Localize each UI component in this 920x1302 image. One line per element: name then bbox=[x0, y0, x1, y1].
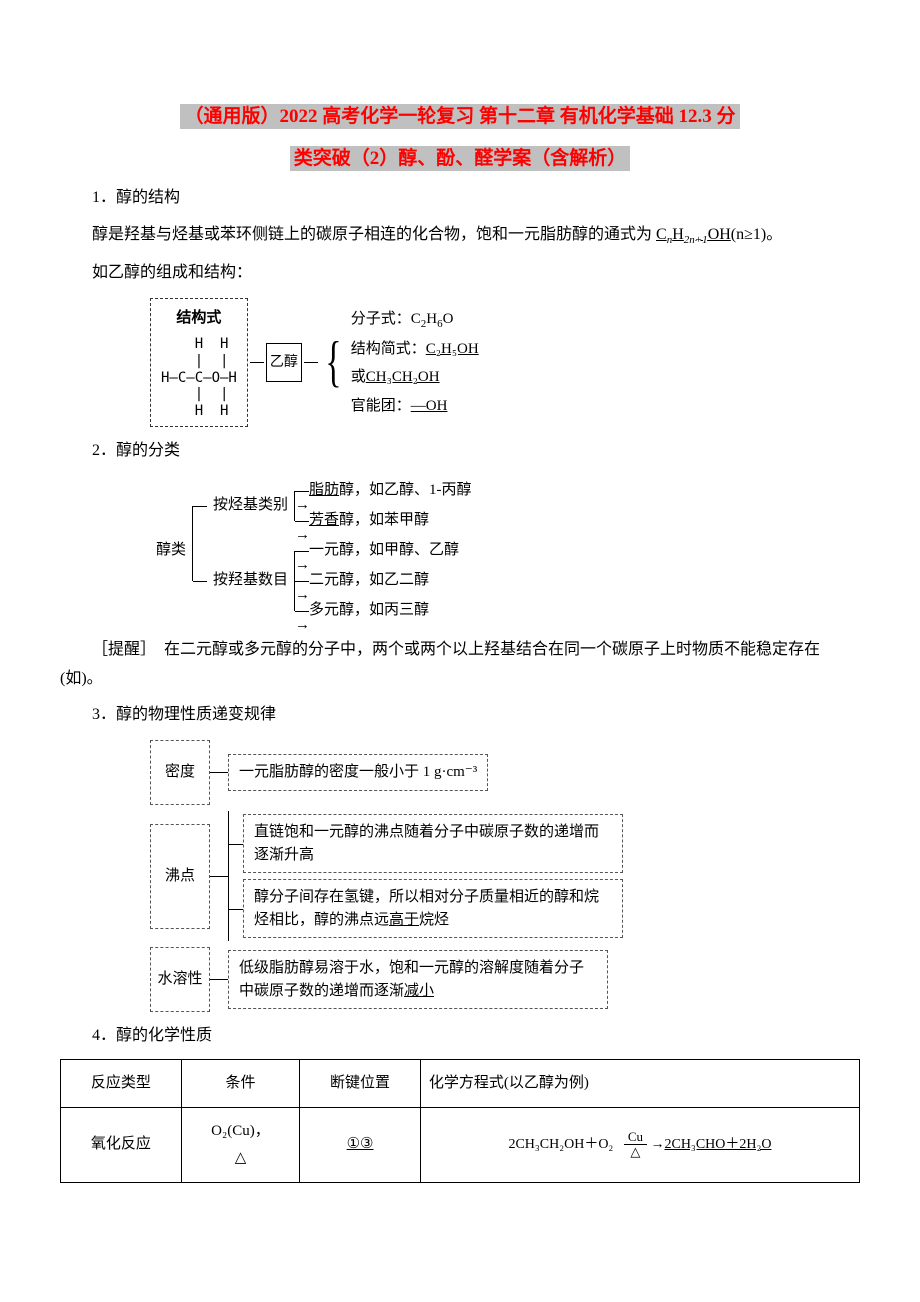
th-conditions: 条件 bbox=[181, 1059, 299, 1107]
ethanol-vertical-label: 乙醇 bbox=[266, 343, 302, 382]
condensed-formula-row-2: 或CH₃CH₂OH bbox=[351, 363, 479, 392]
section-2-heading: 2．醇的分类 bbox=[60, 437, 860, 466]
connector-line bbox=[250, 362, 264, 363]
paragraph-2: 如乙醇的组成和结构： bbox=[60, 259, 860, 288]
density-text: 一元脂肪醇的密度一般小于 1 g·cm⁻³ bbox=[228, 754, 488, 791]
tree-leaf-aromatic: 芳香醇，如苯甲醇 bbox=[295, 506, 472, 536]
boiling-point-label: 沸点 bbox=[150, 824, 210, 929]
structural-formula-drawing: H H | | H—C—C—O—H | | H H bbox=[161, 336, 237, 420]
reaction-condition-fraction: Cu △ bbox=[624, 1130, 647, 1160]
section-4-heading: 4．醇的化学性质 bbox=[60, 1022, 860, 1051]
boiling-point-text-2: 醇分子间存在氢键，所以相对分子质量相近的醇和烷烃相比，醇的沸点远高于烷烃 bbox=[243, 879, 623, 938]
tree-branch-hydrocarbon: 按烃基类别 bbox=[207, 492, 294, 519]
page-title: （通用版）2022 高考化学一轮复习 第十二章 有机化学基础 12.3 分 bbox=[60, 100, 860, 134]
connector-line bbox=[304, 362, 318, 363]
p1-text: 醇是羟基与烃基或苯环侧链上的碳原子相连的化合物，饱和一元脂肪醇的通式为 bbox=[92, 226, 652, 243]
condensed-formula-row: 结构简式：C₂H₅OH bbox=[351, 335, 479, 364]
table-row: 氧化反应 O₂(Cu)， △ ①③ 2CH₃CH₂OH＋O₂ Cu △ →2CH… bbox=[61, 1107, 860, 1182]
tree-leaf-poly: 多元醇，如丙三醇 bbox=[295, 596, 459, 626]
p1-tail: (n≥1)。 bbox=[731, 226, 782, 243]
solubility-text: 低级脂肪醇易溶于水，饱和一元醇的溶解度随着分子中碳原子数的递增而逐渐减小 bbox=[228, 950, 608, 1009]
density-row: 密度 一元脂肪醇的密度一般小于 1 g·cm⁻³ bbox=[150, 740, 860, 805]
ethanol-properties-list: 分子式：C2H6O 结构简式：C₂H₅OH 或CH₃CH₂OH 官能团：—OH bbox=[351, 305, 479, 420]
td-equation: 2CH₃CH₂OH＋O₂ Cu △ →2CH₃CHO＋2H₂O bbox=[420, 1107, 859, 1182]
title-line-1: （通用版）2022 高考化学一轮复习 第十二章 有机化学基础 12.3 分 bbox=[180, 104, 739, 129]
solubility-row: 水溶性 低级脂肪醇易溶于水，饱和一元醇的溶解度随着分子中碳原子数的递增而逐渐减小 bbox=[150, 947, 860, 1012]
structural-formula-box: 结构式 H H | | H—C—C—O—H | | H H bbox=[150, 298, 248, 427]
structural-formula-label: 结构式 bbox=[161, 305, 237, 332]
tree-leaf-aliphatic: 脂肪醇，如乙醇、1-丙醇 bbox=[295, 476, 472, 506]
tree-leaf-di: 二元醇，如乙二醇 bbox=[295, 566, 459, 596]
physical-properties-diagram: 密度 一元脂肪醇的密度一般小于 1 g·cm⁻³ 沸点 直链饱和一元醇的沸点随着… bbox=[150, 740, 860, 1012]
ethanol-diagram: 结构式 H H | | H—C—C—O—H | | H H 乙醇 { 分子式：C… bbox=[150, 298, 860, 427]
boiling-point-row: 沸点 直链饱和一元醇的沸点随着分子中碳原子数的递增而逐渐升高 醇分子间存在氢键，… bbox=[150, 811, 860, 941]
functional-group-row: 官能团：—OH bbox=[351, 392, 479, 421]
tree-leaf-mono: 一元醇，如甲醇、乙醇 bbox=[295, 536, 459, 566]
th-bond-break: 断键位置 bbox=[300, 1059, 421, 1107]
table-header-row: 反应类型 条件 断键位置 化学方程式(以乙醇为例) bbox=[61, 1059, 860, 1107]
section-3-heading: 3．醇的物理性质递变规律 bbox=[60, 701, 860, 730]
td-reaction-type: 氧化反应 bbox=[61, 1107, 182, 1182]
molecular-formula-row: 分子式：C2H6O bbox=[351, 305, 479, 335]
solubility-label: 水溶性 bbox=[150, 947, 210, 1012]
td-conditions: O₂(Cu)， △ bbox=[181, 1107, 299, 1182]
boiling-point-text-1: 直链饱和一元醇的沸点随着分子中碳原子数的递增而逐渐升高 bbox=[243, 814, 623, 873]
th-equation: 化学方程式(以乙醇为例) bbox=[420, 1059, 859, 1107]
page-title-2: 类突破（2）醇、酚、醛学案（含解析） bbox=[60, 142, 860, 176]
chemical-properties-table: 反应类型 条件 断键位置 化学方程式(以乙醇为例) 氧化反应 O₂(Cu)， △… bbox=[60, 1059, 860, 1183]
tree-branch-hydroxyl-count: 按羟基数目 bbox=[207, 567, 294, 594]
th-reaction-type: 反应类型 bbox=[61, 1059, 182, 1107]
brace-icon: { bbox=[325, 334, 341, 390]
paragraph-1: 醇是羟基与烃基或苯环侧链上的碳原子相连的化合物，饱和一元脂肪醇的通式为 CnH2… bbox=[60, 221, 860, 251]
title-line-2: 类突破（2）醇、酚、醛学案（含解析） bbox=[290, 146, 631, 171]
alcohol-classification-tree: 醇类 按烃基类别 脂肪醇，如乙醇、1-丙醇 芳香醇，如苯甲醇 按羟基数目 一元醇… bbox=[150, 476, 860, 626]
density-label: 密度 bbox=[150, 740, 210, 805]
reminder-paragraph: ［提醒］ 在二元醇或多元醇的分子中，两个或两个以上羟基结合在同一个碳原子上时物质… bbox=[60, 636, 860, 694]
td-bond-break: ①③ bbox=[300, 1107, 421, 1182]
formula-cnh2n1oh: CnH2n+1OH bbox=[656, 226, 731, 243]
section-1-heading: 1．醇的结构 bbox=[60, 184, 860, 213]
tree-root: 醇类 bbox=[150, 537, 192, 564]
